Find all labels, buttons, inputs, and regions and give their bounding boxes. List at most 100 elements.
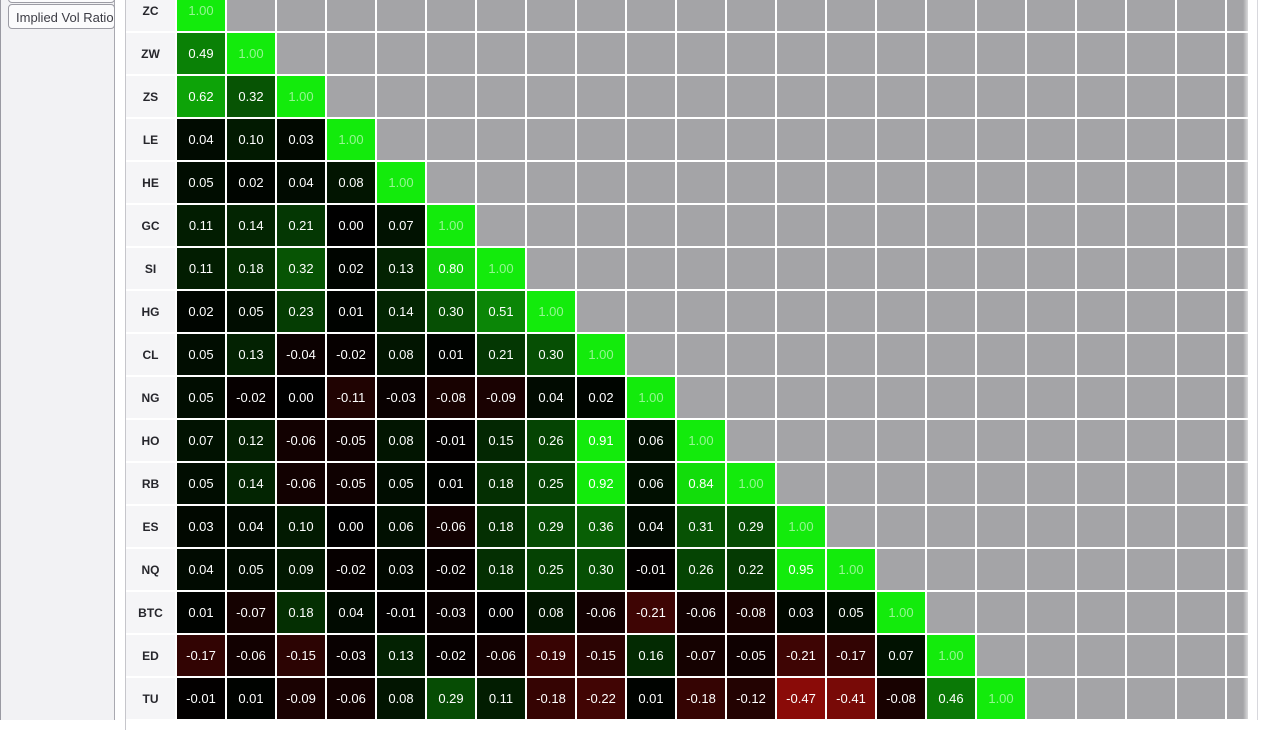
corr-cell-rb-he: 0.05 (377, 463, 425, 504)
empty-cell (1177, 248, 1225, 289)
empty-cell (477, 76, 525, 117)
corr-cell-es-le: 0.00 (327, 506, 375, 547)
empty-cell (1227, 377, 1248, 418)
empty-cell (1077, 162, 1125, 203)
corr-cell-ho-zw: 0.12 (227, 420, 275, 461)
corr-cell-es-he: 0.06 (377, 506, 425, 547)
corr-cell-he-he: 1.00 (377, 162, 425, 203)
corr-cell-hg-hg: 1.00 (527, 291, 575, 332)
empty-cell (877, 205, 925, 246)
empty-cell (427, 76, 475, 117)
empty-cell (827, 119, 875, 160)
corr-cell-ho-hg: 0.26 (527, 420, 575, 461)
empty-cell (1127, 549, 1175, 590)
corr-cell-tu-cl: -0.22 (577, 678, 625, 719)
empty-cell (977, 377, 1025, 418)
corr-cell-es-ng: 0.04 (627, 506, 675, 547)
empty-cell (1227, 291, 1248, 332)
corr-cell-ed-zc: -0.17 (177, 635, 225, 676)
empty-cell (877, 334, 925, 375)
empty-cell (377, 76, 425, 117)
corr-cell-gc-le: 0.00 (327, 205, 375, 246)
empty-cell (927, 377, 975, 418)
empty-cell (927, 248, 975, 289)
implied-vol-ratio-button[interactable]: Implied Vol Ratio (8, 4, 115, 29)
corr-cell-cl-si: 0.21 (477, 334, 525, 375)
empty-cell (477, 119, 525, 160)
empty-cell (877, 33, 925, 74)
empty-cell (727, 291, 775, 332)
corr-cell-nq-zw: 0.05 (227, 549, 275, 590)
empty-cell (1077, 205, 1125, 246)
corr-cell-tu-ho: -0.18 (677, 678, 725, 719)
row-label-le: LE (126, 119, 175, 160)
corr-cell-ho-zs: -0.06 (277, 420, 325, 461)
empty-cell (677, 248, 725, 289)
empty-cell (1027, 248, 1075, 289)
row-label-ho: HO (126, 420, 175, 461)
corr-cell-es-es: 1.00 (777, 506, 825, 547)
empty-cell (827, 377, 875, 418)
corr-cell-ho-si: 0.15 (477, 420, 525, 461)
empty-cell (727, 33, 775, 74)
empty-cell (1227, 33, 1248, 74)
corr-cell-ng-cl: 0.02 (577, 377, 625, 418)
corr-cell-ed-gc: -0.02 (427, 635, 475, 676)
corr-cell-ed-nq: -0.17 (827, 635, 875, 676)
empty-cell (777, 463, 825, 504)
empty-cell (977, 291, 1025, 332)
corr-cell-cl-cl: 1.00 (577, 334, 625, 375)
empty-cell (677, 33, 725, 74)
corr-cell-si-zw: 0.18 (227, 248, 275, 289)
row-label-es: ES (126, 506, 175, 547)
empty-cell (1227, 635, 1248, 676)
corr-cell-rb-hg: 0.25 (527, 463, 575, 504)
corr-cell-es-hg: 0.29 (527, 506, 575, 547)
corr-cell-gc-gc: 1.00 (427, 205, 475, 246)
row-label-zw: ZW (126, 33, 175, 74)
empty-cell (1227, 592, 1248, 633)
corr-cell-ed-cl: -0.15 (577, 635, 625, 676)
empty-cell (827, 248, 875, 289)
row-label-hg: HG (126, 291, 175, 332)
corr-cell-ng-zs: 0.00 (277, 377, 325, 418)
empty-cell (277, 33, 325, 74)
empty-cell (927, 0, 975, 31)
empty-cell (1177, 420, 1225, 461)
clipped-top-button[interactable] (8, 0, 115, 3)
corr-cell-ed-ho: -0.07 (677, 635, 725, 676)
empty-cell (1027, 334, 1075, 375)
empty-cell (527, 33, 575, 74)
empty-cell (627, 334, 675, 375)
empty-cell (877, 0, 925, 31)
empty-cell (527, 0, 575, 31)
corr-cell-si-zc: 0.11 (177, 248, 225, 289)
empty-cell (627, 76, 675, 117)
empty-cell (1027, 0, 1075, 31)
empty-cell (1227, 76, 1248, 117)
empty-cell (1027, 119, 1075, 160)
empty-cell (1127, 291, 1175, 332)
corr-cell-tu-gc: 0.29 (427, 678, 475, 719)
empty-cell (677, 0, 725, 31)
corr-cell-gc-zs: 0.21 (277, 205, 325, 246)
corr-cell-he-le: 0.08 (327, 162, 375, 203)
empty-cell (427, 0, 475, 31)
empty-cell (827, 162, 875, 203)
empty-cell (477, 0, 525, 31)
corr-cell-tu-zc: -0.01 (177, 678, 225, 719)
empty-cell (577, 0, 625, 31)
empty-cell (927, 119, 975, 160)
empty-cell (877, 377, 925, 418)
corr-cell-tu-le: -0.06 (327, 678, 375, 719)
empty-cell (977, 592, 1025, 633)
empty-cell (777, 119, 825, 160)
empty-cell (1127, 76, 1175, 117)
empty-cell (527, 76, 575, 117)
corr-cell-tu-zw: 0.01 (227, 678, 275, 719)
empty-cell (1127, 334, 1175, 375)
empty-cell (577, 291, 625, 332)
empty-cell (627, 162, 675, 203)
empty-cell (1027, 291, 1075, 332)
empty-cell (1177, 334, 1225, 375)
